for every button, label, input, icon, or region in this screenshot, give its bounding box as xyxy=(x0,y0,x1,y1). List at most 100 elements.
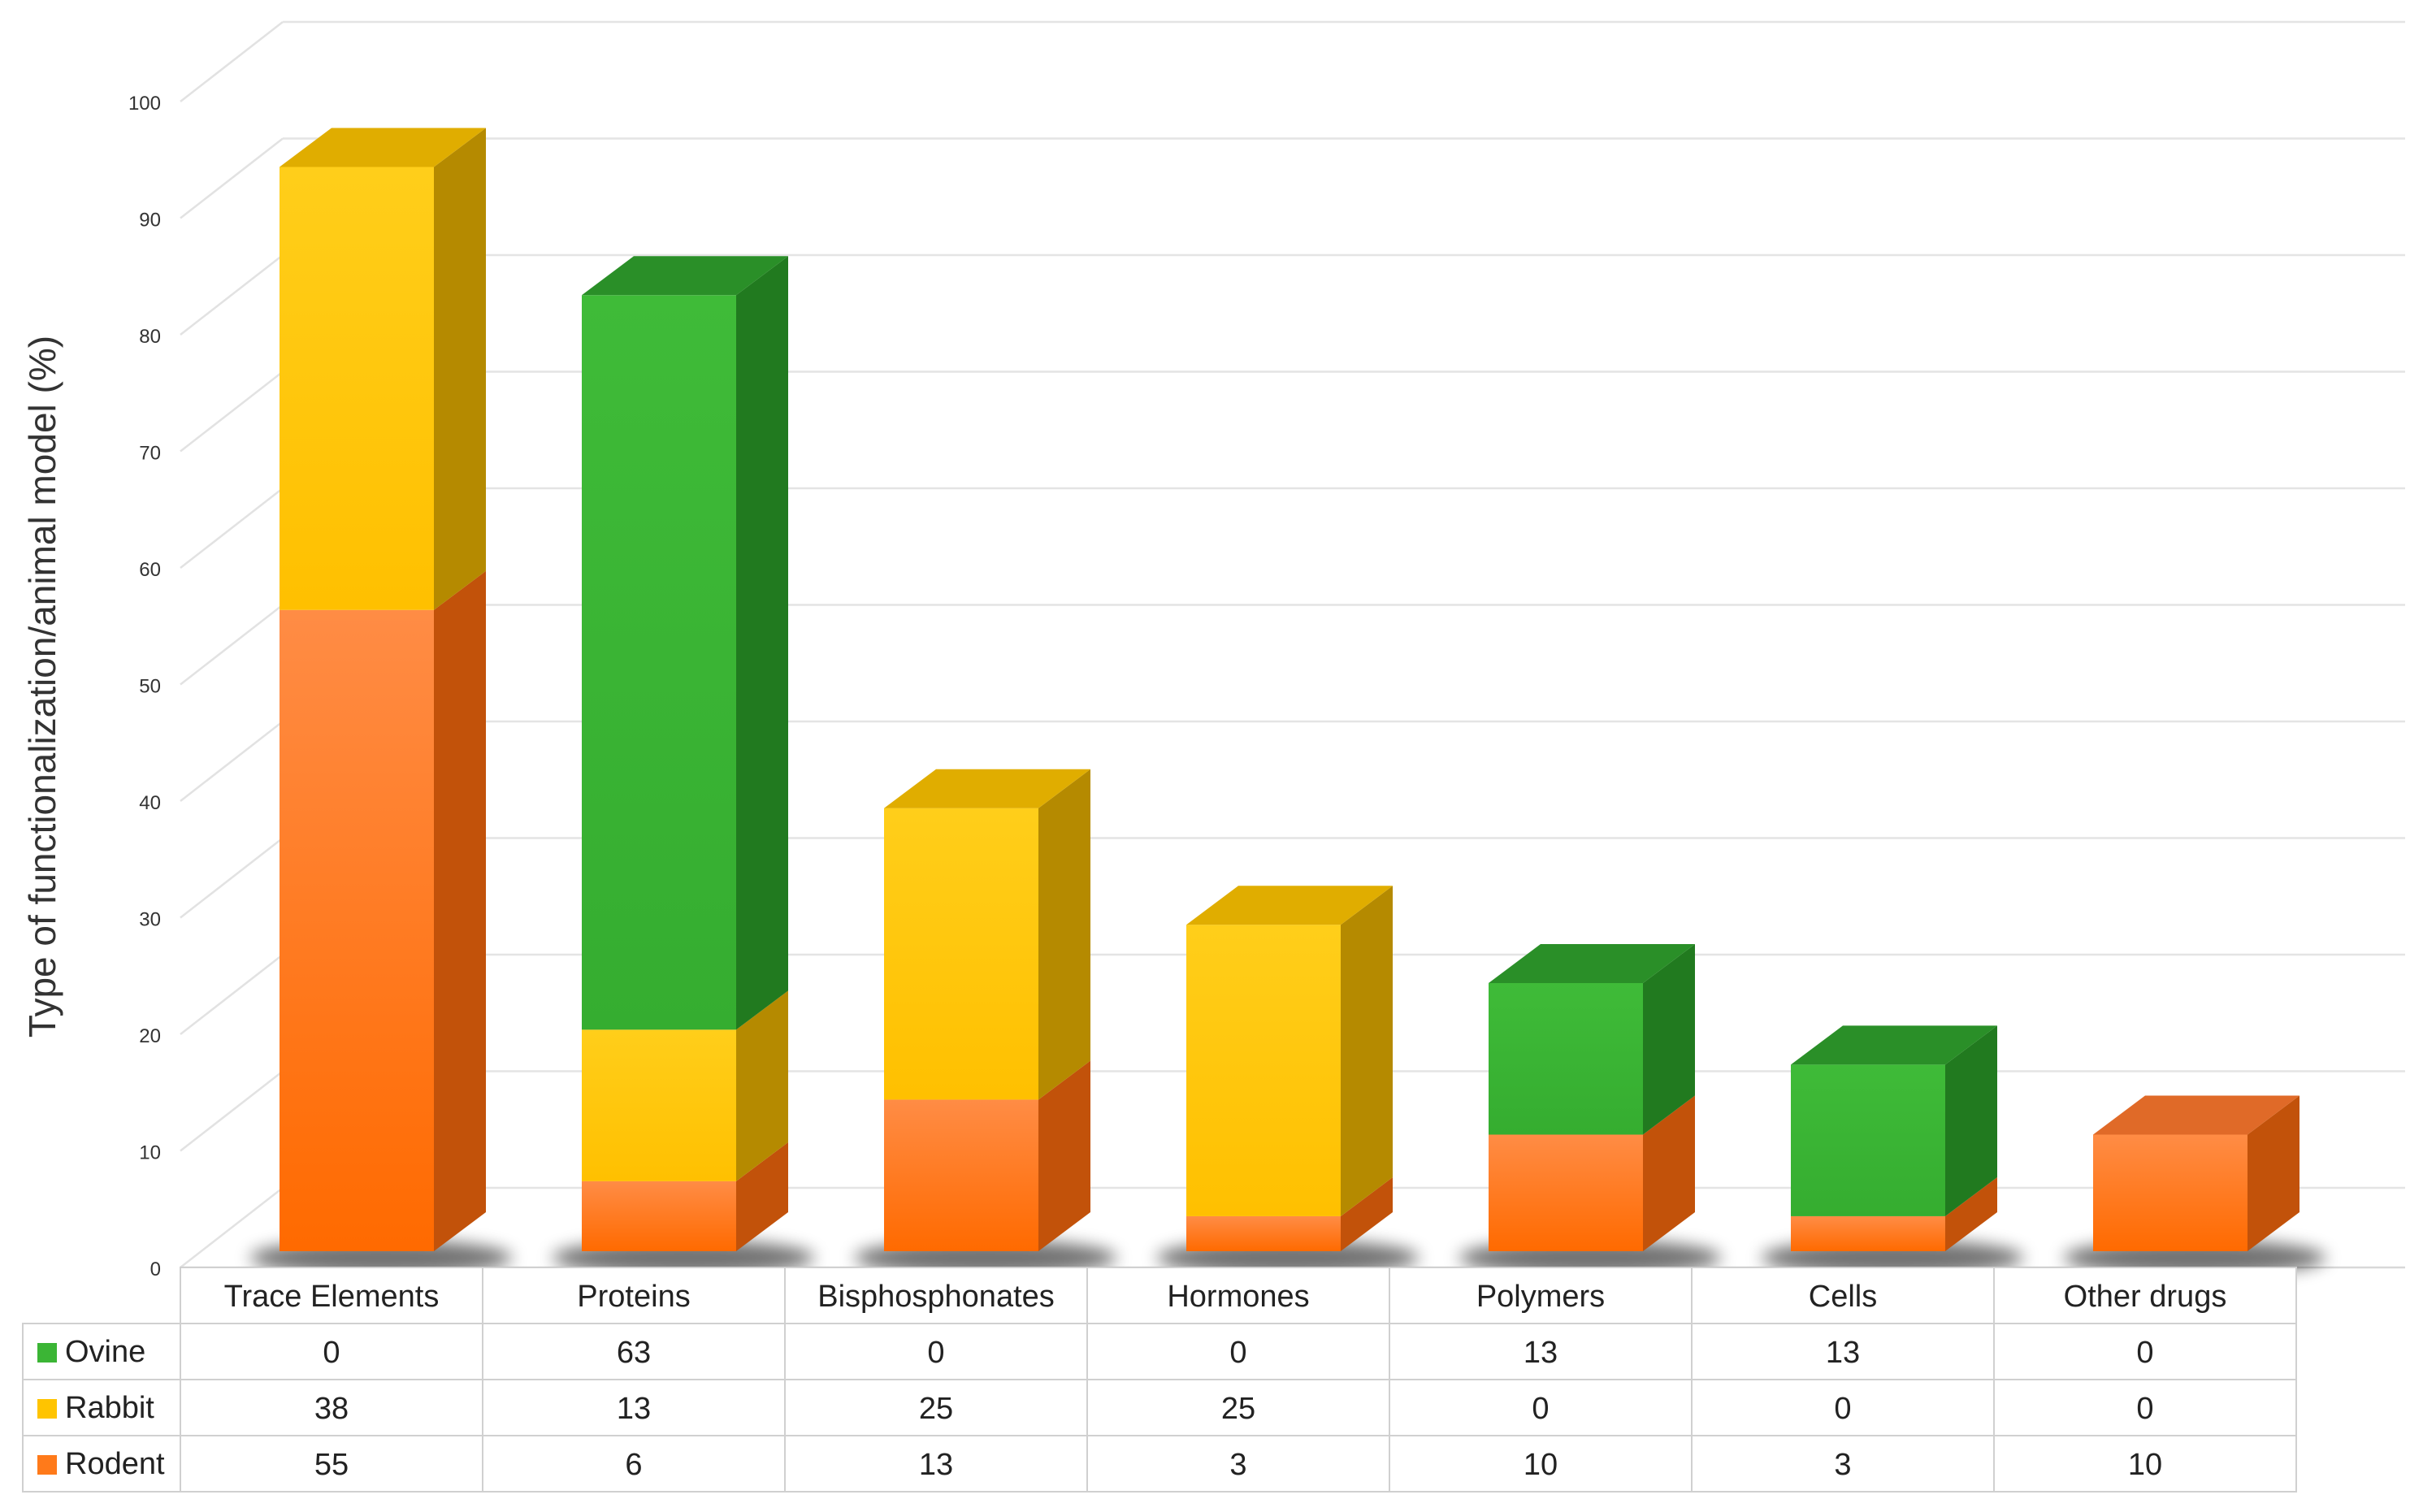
bar-side-rabbit xyxy=(1038,769,1090,1100)
bar-ovine xyxy=(1791,1064,1945,1216)
bar-rabbit xyxy=(884,808,1038,1100)
bars xyxy=(280,128,2299,1251)
table-header-label: Polymers xyxy=(1476,1280,1605,1314)
bar-side-rodent xyxy=(2247,1095,2299,1251)
gridline-depth xyxy=(180,21,284,102)
bar-top-rodent xyxy=(2093,1095,2299,1135)
y-tick-label: 50 xyxy=(139,676,161,698)
bar-side-rodent xyxy=(1341,1176,1393,1251)
gridline-depth xyxy=(180,954,284,1035)
y-tick-label: 60 xyxy=(139,559,161,581)
y-tick-label: 30 xyxy=(139,909,161,931)
bar-rodent xyxy=(1186,1215,1341,1251)
gridline-depth xyxy=(180,1070,284,1152)
table-value: 55 xyxy=(314,1448,349,1482)
table-header-cell xyxy=(180,1267,483,1324)
table-value: 0 xyxy=(1834,1392,1851,1426)
bar-group xyxy=(1791,1025,1997,1251)
bar-side-ovine xyxy=(736,256,788,1030)
bar-side-ovine xyxy=(1945,1025,1997,1216)
bar-group xyxy=(884,769,1090,1251)
bar-group xyxy=(1186,886,1393,1251)
table-value: 0 xyxy=(927,1336,944,1370)
table-value: 0 xyxy=(2136,1336,2153,1370)
bar-rabbit xyxy=(280,167,434,610)
bar-side-rodent xyxy=(1643,1095,1695,1251)
gridline-depth xyxy=(180,604,284,686)
legend-label: Ovine xyxy=(65,1335,145,1369)
table-value: 25 xyxy=(1221,1392,1255,1426)
table-value: 3 xyxy=(1834,1448,1851,1482)
bar-top-ovine xyxy=(1791,1025,1997,1065)
bar-top-ovine xyxy=(1489,943,1695,983)
table-header-label: Other drugs xyxy=(2064,1280,2227,1314)
y-tick-label: 0 xyxy=(150,1259,161,1280)
y-tick-label: 90 xyxy=(139,210,161,232)
table-value: 0 xyxy=(2136,1392,2153,1426)
bar-rabbit xyxy=(1186,925,1341,1216)
bar-top-rabbit xyxy=(884,769,1090,808)
bar-ovine xyxy=(582,295,736,1030)
gridline-depth xyxy=(180,837,284,919)
table-header-cell xyxy=(1086,1267,1390,1324)
bar-side-ovine xyxy=(1643,943,1695,1135)
bar-group xyxy=(2093,1095,2299,1251)
bar-side-rodent xyxy=(1038,1060,1090,1251)
table-header-cell xyxy=(784,1267,1088,1324)
bar-side-rodent xyxy=(434,570,486,1251)
table-cell xyxy=(1086,1435,1390,1493)
table-value: 0 xyxy=(1532,1392,1549,1426)
table-value: 10 xyxy=(1524,1448,1558,1482)
table-cell xyxy=(482,1323,786,1380)
table-cell xyxy=(1389,1323,1693,1380)
gridline-depth xyxy=(180,137,284,219)
legend-swatch-rabbit xyxy=(37,1399,57,1419)
table-cell xyxy=(1691,1435,1995,1493)
table-value: 0 xyxy=(323,1336,340,1370)
table-value: 6 xyxy=(625,1448,642,1482)
table-value: 38 xyxy=(314,1392,349,1426)
bar-rabbit xyxy=(582,1029,736,1181)
table-header-cell xyxy=(1389,1267,1693,1324)
bar-rodent xyxy=(884,1099,1038,1251)
table-cell xyxy=(180,1435,483,1493)
table-value: 13 xyxy=(919,1448,953,1482)
bar-side-rabbit xyxy=(1341,886,1393,1216)
bar-side-rabbit xyxy=(434,128,486,610)
bar-side-rodent xyxy=(1945,1176,1997,1251)
bar-group xyxy=(280,128,486,1251)
bar-ovine xyxy=(1489,982,1643,1135)
y-tick-label: 10 xyxy=(139,1142,161,1164)
table-cell xyxy=(1993,1379,2297,1436)
table-value: 3 xyxy=(1229,1448,1246,1482)
table-cell xyxy=(180,1323,483,1380)
table-cell xyxy=(1993,1435,2297,1493)
table-cell xyxy=(784,1323,1088,1380)
bar-rodent xyxy=(1489,1134,1643,1251)
bar-side-rabbit xyxy=(736,990,788,1181)
y-axis-label: Type of functionalization/animal model (… xyxy=(21,336,63,1038)
y-tick-label: 70 xyxy=(139,443,161,465)
bar-top-ovine xyxy=(582,256,788,296)
bar-rodent xyxy=(1791,1215,1945,1251)
table-value: 25 xyxy=(919,1392,953,1426)
table-cell xyxy=(1691,1379,1995,1436)
legend-swatch-ovine xyxy=(37,1343,57,1363)
y-tick-label: 80 xyxy=(139,326,161,348)
table-header-cell xyxy=(1993,1267,2297,1324)
table-value: 13 xyxy=(1524,1336,1558,1370)
bar-group xyxy=(582,256,788,1251)
bar-side-rodent xyxy=(736,1142,788,1251)
bar-top-rabbit xyxy=(280,128,486,167)
table-header-label: Trace Elements xyxy=(224,1280,440,1314)
legend-swatch-rodent xyxy=(37,1455,57,1475)
table-value: 10 xyxy=(2128,1448,2162,1482)
table-cell xyxy=(180,1379,483,1436)
table-header-label: Cells xyxy=(1809,1280,1877,1314)
table-header-cell xyxy=(1691,1267,1995,1324)
gridline-depth xyxy=(180,487,284,569)
data-table: Trace Elements Proteins Bisphosphonates Hor… xyxy=(22,1267,2297,1493)
table-cell xyxy=(482,1435,786,1493)
legend-label: Rabbit xyxy=(65,1391,154,1425)
